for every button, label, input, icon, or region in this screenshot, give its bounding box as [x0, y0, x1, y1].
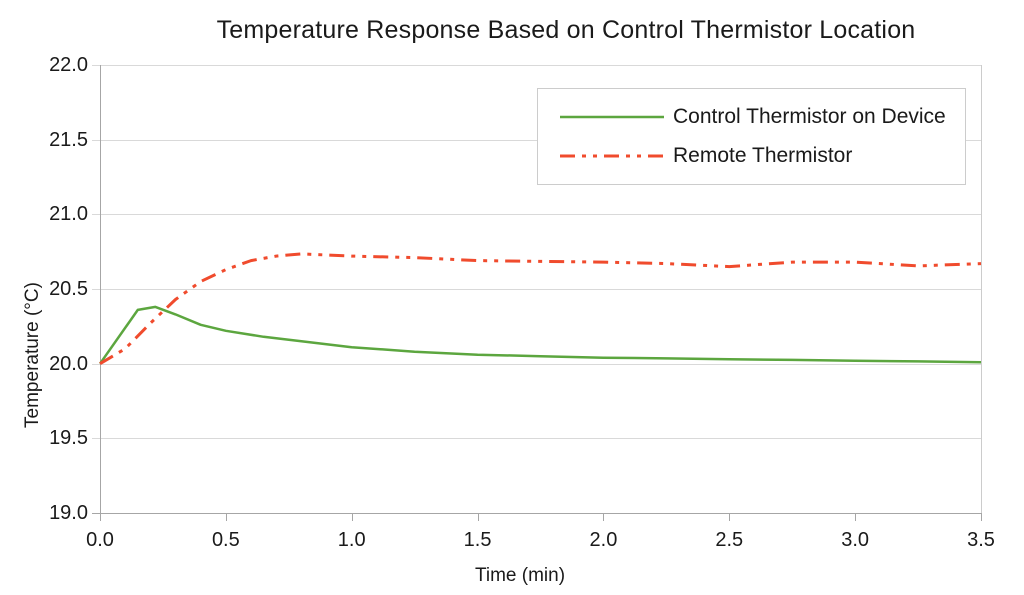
chart-title: Temperature Response Based on Control Th…: [216, 16, 916, 44]
x-tick-label: 3.0: [841, 529, 870, 551]
x-tick-label: 1.5: [463, 529, 492, 551]
legend-item-remote-thermistor: Remote Thermistor: [538, 144, 965, 168]
series-line-remote-thermistor: [99, 252, 982, 365]
y-axis-title: Temperature (°C): [22, 282, 43, 428]
y-tick-label: 22.0: [49, 54, 88, 76]
y-tick-label: 19.5: [49, 427, 88, 450]
legend-line-remote-thermistor-icon: [560, 154, 664, 158]
x-axis-title: Time (min): [474, 565, 566, 586]
x-tick-label: 0.5: [211, 529, 240, 551]
legend: Control Thermistor on Device Remote Ther…: [537, 88, 966, 185]
y-tick-label: 21.0: [49, 203, 88, 226]
x-tick-label: 0.0: [86, 529, 114, 551]
x-tick-label: 3.5: [967, 529, 995, 551]
legend-label-remote-thermistor: Remote Thermistor: [673, 144, 853, 168]
legend-line-control-thermistor-icon: [560, 115, 664, 118]
y-tick-label: 20.0: [49, 352, 88, 375]
series-line-control-thermistor-on-device: [98, 305, 982, 365]
y-tick-label: 21.5: [49, 128, 88, 151]
y-tick-label: 19.0: [49, 502, 88, 524]
x-tick-label: 2.5: [715, 529, 744, 551]
y-tick-label: 20.5: [49, 278, 88, 300]
x-tick-label: 1.0: [337, 529, 366, 551]
legend-item-control-thermistor: Control Thermistor on Device: [538, 105, 965, 129]
legend-label-control-thermistor: Control Thermistor on Device: [673, 104, 946, 128]
x-tick-label: 2.0: [589, 529, 618, 551]
